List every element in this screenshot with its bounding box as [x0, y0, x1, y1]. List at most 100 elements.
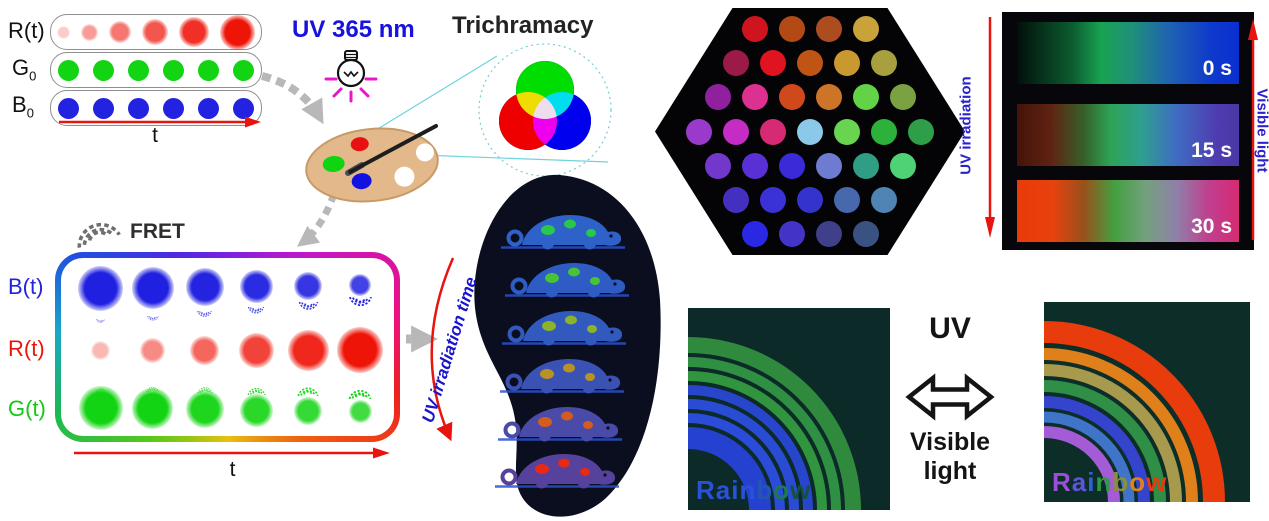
sample-dot [815, 16, 842, 43]
rainbow-letter: o [773, 475, 791, 505]
fluorophore-dot [128, 59, 149, 81]
fluorophore-dot [132, 388, 174, 429]
fret-cell [334, 374, 386, 434]
fluorophore-dot [93, 97, 114, 119]
fluorophore-dot [185, 390, 224, 428]
fret-cell [179, 320, 231, 380]
fret-cell [179, 374, 231, 434]
emission-fan-icon [96, 379, 106, 392]
fret-cell [282, 262, 334, 322]
emission-fan-icon [298, 301, 319, 313]
sample-dot [723, 118, 749, 145]
emission-fan-icon [197, 307, 212, 317]
emission-fan-icon [96, 312, 106, 323]
fret-cell [75, 320, 127, 380]
emission-fan-icon [147, 310, 159, 321]
sample-dot [797, 186, 823, 213]
fluorophore-dot [78, 266, 124, 311]
fluorophore-dot [233, 59, 254, 81]
fret-time-axis-label: t [229, 458, 236, 481]
strip-time-label: 15 s [1191, 139, 1232, 162]
fluorophore-dot [349, 273, 372, 296]
sample-dot [760, 186, 786, 213]
rainbow-letter: b [1112, 467, 1130, 497]
rainbow-letter: R [696, 475, 716, 505]
sample-dot [852, 84, 879, 111]
fluorophore-dot [198, 97, 219, 119]
sample-dot [908, 118, 934, 145]
fret-row-label-G: G(t) [8, 396, 46, 421]
emission-fan-icon [146, 379, 160, 393]
uv-toggle-label: UV [929, 312, 971, 345]
sample-dot [704, 152, 731, 179]
fluorophore-dot [185, 268, 224, 306]
fret-cell [230, 374, 282, 434]
sample-dot [852, 16, 879, 43]
sample-dot [778, 84, 805, 111]
visible-light-toggle-label: Visible light [909, 428, 991, 485]
uv-irradiation-arrow-icon [985, 17, 995, 238]
fluorophore-dot [142, 19, 169, 45]
rainbow-letter: i [731, 475, 740, 505]
fluorophore-dot [163, 59, 184, 81]
fluorophore-dot [239, 393, 273, 427]
fret-cell [75, 262, 127, 323]
fluorophore-dot [238, 332, 274, 368]
rainbow-letter: a [715, 475, 732, 505]
rainbow-letter: o [1129, 467, 1147, 497]
fluorophore-dot [91, 340, 111, 360]
sample-dot [815, 220, 842, 247]
fluorophore-dot [58, 97, 79, 119]
fret-cell [179, 262, 231, 322]
painter-palette-icon [305, 124, 439, 203]
fret-dot-row-R [75, 320, 386, 380]
uv-irradiation-axis-label: UV irradiation [957, 76, 975, 175]
fluorophore-dot [179, 17, 210, 47]
fluorophore-dot [93, 59, 114, 81]
uv-time-arc-arrow-icon [430, 257, 455, 442]
fret-label: FRET [130, 220, 185, 243]
rainbow-visible-image: Rainbow [1044, 302, 1250, 502]
fluorophore-dot [198, 59, 219, 81]
fluorophore-dot [348, 400, 372, 423]
fret-row-label-R: R(t) [8, 336, 45, 361]
hexagon-dot-row [655, 186, 965, 213]
sample-dot [778, 220, 805, 247]
sample-dot [852, 152, 879, 179]
sample-dot [834, 50, 860, 77]
sample-dot [797, 50, 823, 77]
strip-time-label: 0 s [1202, 57, 1232, 80]
emission-fan-icon [348, 296, 372, 311]
hexagon-dot-row [655, 16, 965, 43]
sample-dot [741, 16, 768, 43]
dashed-arrow-icon [296, 192, 338, 247]
dot-row-B [50, 90, 262, 126]
sample-dot [741, 152, 768, 179]
sample-dot [834, 186, 860, 213]
dashed-arrow-icon [260, 72, 324, 125]
sample-dot [852, 220, 879, 247]
rainbow-letter: w [1146, 467, 1168, 497]
fret-dot-row-G [75, 374, 386, 434]
fluorophore-dot [294, 271, 323, 300]
strip-time-label: 30 s [1191, 215, 1232, 238]
double-arrow-icon [905, 373, 995, 421]
fluorophore-dot [287, 329, 329, 371]
fluorophore-dot [294, 397, 323, 425]
fluorophore-dot [239, 270, 273, 303]
gradient-strip: 0 s [1017, 22, 1239, 84]
emission-fan-icon [297, 383, 319, 397]
fluorophore-dot [56, 25, 70, 39]
fluorophore-dot [140, 337, 166, 363]
fret-cell [230, 262, 282, 322]
fluorophore-dot [58, 59, 79, 81]
fret-cell [75, 374, 127, 434]
fret-cell [282, 320, 334, 380]
fret-cell [127, 320, 179, 380]
rgb-source-panel: R(t) G0 B0 t [0, 0, 270, 150]
fluorophore-dot [163, 97, 184, 119]
row-label-B: B0 [12, 92, 34, 121]
uv-lamp-icon [324, 50, 378, 103]
dot-row-G [50, 52, 262, 88]
